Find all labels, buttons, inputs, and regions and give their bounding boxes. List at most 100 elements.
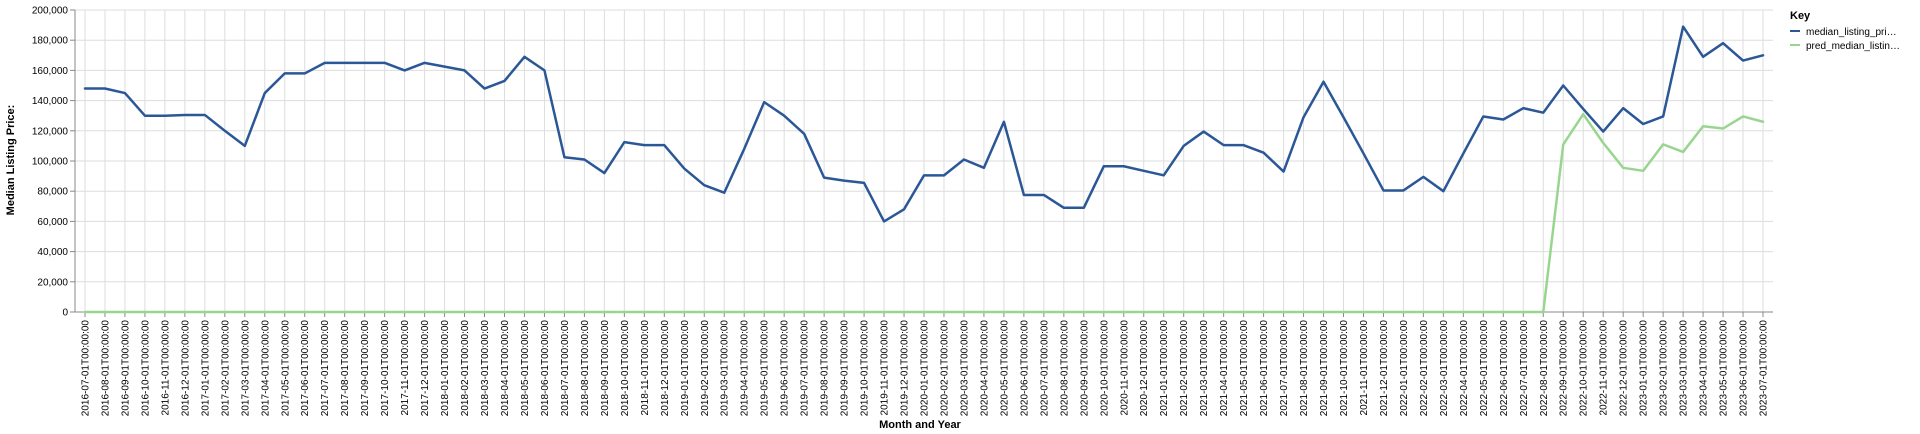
x-tick-label: 2018-06-01T00:00:00	[540, 320, 551, 417]
x-tick-label: 2021-06-01T00:00:00	[1259, 320, 1270, 417]
x-tick-label: 2021-07-01T00:00:00	[1279, 320, 1290, 417]
x-tick-label: 2021-05-01T00:00:00	[1239, 320, 1250, 417]
x-tick-label: 2021-02-01T00:00:00	[1179, 320, 1190, 417]
y-tick-label: 20,000	[37, 277, 68, 288]
x-tick-label: 2023-02-01T00:00:00	[1659, 320, 1670, 417]
x-tick-label: 2019-12-01T00:00:00	[900, 320, 911, 417]
x-tick-label: 2016-12-01T00:00:00	[180, 320, 191, 417]
x-tick-label: 2022-03-01T00:00:00	[1439, 320, 1450, 417]
x-tick-label: 2018-11-01T00:00:00	[640, 320, 651, 416]
x-tick-label: 2020-01-01T00:00:00	[920, 320, 931, 417]
axes: 0 20,000 40,000 60,000 80,000 100,000 120,000 1…	[32, 6, 1773, 417]
x-tick-label: 2021-08-01T00:00:00	[1299, 320, 1310, 417]
x-tick-label: 2019-11-01T00:00:00	[880, 320, 891, 416]
x-tick-label: 2019-07-01T00:00:00	[800, 320, 811, 417]
series-lines	[83, 25, 1765, 314]
x-tick-label: 2017-09-01T00:00:00	[360, 320, 371, 417]
x-tick-label: 2017-01-01T00:00:00	[200, 320, 211, 417]
x-tick-label: 2017-10-01T00:00:00	[380, 320, 391, 417]
x-tick-label: 2023-04-01T00:00:00	[1699, 320, 1710, 417]
x-tick-label: 2019-06-01T00:00:00	[780, 320, 791, 417]
x-tick-label: 2022-09-01T00:00:00	[1559, 320, 1570, 417]
x-tick-label: 2018-01-01T00:00:00	[440, 320, 451, 417]
y-tick-label: 100,000	[32, 157, 69, 168]
x-tick-label: 2016-10-01T00:00:00	[140, 320, 151, 417]
x-tick-label: 2016-08-01T00:00:00	[100, 320, 111, 417]
x-tick-label: 2022-11-01T00:00:00	[1599, 320, 1610, 416]
x-tick-label: 2018-07-01T00:00:00	[560, 320, 571, 417]
x-tick-label: 2020-11-01T00:00:00	[1119, 320, 1130, 416]
x-tick-label: 2023-05-01T00:00:00	[1719, 320, 1730, 417]
y-tick-label: 0	[62, 308, 68, 319]
x-tick-label: 2020-06-01T00:00:00	[1019, 320, 1030, 417]
x-tick-label: 2023-06-01T00:00:00	[1739, 320, 1750, 417]
x-tick-label: 2017-03-01T00:00:00	[240, 320, 251, 417]
x-tick-label: 2020-03-01T00:00:00	[959, 320, 970, 417]
x-tick-label: 2020-07-01T00:00:00	[1039, 320, 1050, 417]
x-tick-label: 2018-05-01T00:00:00	[520, 320, 531, 417]
x-tick-label: 2020-10-01T00:00:00	[1099, 320, 1110, 417]
x-tick-label: 2019-08-01T00:00:00	[820, 320, 831, 417]
legend-title: Key	[1790, 10, 1811, 22]
x-tick-label: 2019-04-01T00:00:00	[740, 320, 751, 417]
x-tick-label: 2018-09-01T00:00:00	[600, 320, 611, 417]
x-tick-label: 2017-07-01T00:00:00	[320, 320, 331, 417]
x-tick-label: 2019-05-01T00:00:00	[760, 320, 771, 417]
x-tick-label: 2022-12-01T00:00:00	[1619, 320, 1630, 417]
series-line-pred-median-listing-price	[83, 112, 1765, 314]
x-tick-label: 2017-08-01T00:00:00	[340, 320, 351, 417]
x-tick-label: 2018-02-01T00:00:00	[460, 320, 471, 417]
x-tick-label: 2020-05-01T00:00:00	[999, 320, 1010, 417]
x-tick-label: 2017-12-01T00:00:00	[420, 320, 431, 417]
x-tick-label: 2021-12-01T00:00:00	[1379, 320, 1390, 417]
series-line-median-listing-price	[83, 25, 1765, 223]
x-tick-label: 2020-08-01T00:00:00	[1059, 320, 1070, 417]
x-tick-label: 2021-01-01T00:00:00	[1159, 320, 1170, 417]
x-tick-label: 2019-02-01T00:00:00	[700, 320, 711, 417]
x-tick-label: 2020-02-01T00:00:00	[939, 320, 950, 417]
x-tick-label: 2017-06-01T00:00:00	[300, 320, 311, 417]
x-tick-label: 2018-08-01T00:00:00	[580, 320, 591, 417]
x-tick-label: 2023-03-01T00:00:00	[1679, 320, 1690, 417]
x-tick-label: 2018-04-01T00:00:00	[500, 320, 511, 417]
x-tick-label: 2021-11-01T00:00:00	[1359, 320, 1370, 416]
x-tick-label: 2022-06-01T00:00:00	[1499, 320, 1510, 417]
x-tick-label: 2019-01-01T00:00:00	[680, 320, 691, 417]
x-tick-label: 2018-12-01T00:00:00	[660, 320, 671, 417]
legend-label-median: median_listing_pri…	[1806, 27, 1897, 38]
x-tick-label: 2019-03-01T00:00:00	[720, 320, 731, 417]
x-tick-label: 2022-08-01T00:00:00	[1539, 320, 1550, 417]
x-tick-label: 2021-10-01T00:00:00	[1339, 320, 1350, 417]
gridlines	[75, 9, 1773, 313]
legend-label-pred: pred_median_listin…	[1806, 41, 1900, 52]
x-tick-label: 2021-04-01T00:00:00	[1219, 320, 1230, 417]
x-tick-label: 2022-05-01T00:00:00	[1479, 320, 1490, 417]
y-tick-label: 40,000	[37, 247, 68, 258]
y-tick-label: 140,000	[32, 96, 69, 107]
x-tick-label: 2022-01-01T00:00:00	[1399, 320, 1410, 417]
x-tick-label: 2021-03-01T00:00:00	[1199, 320, 1210, 417]
x-tick-label: 2022-10-01T00:00:00	[1579, 320, 1590, 417]
x-tick-label: 2022-07-01T00:00:00	[1519, 320, 1530, 417]
x-tick-label: 2016-11-01T00:00:00	[160, 320, 171, 416]
x-tick-label: 2019-09-01T00:00:00	[840, 320, 851, 417]
x-tick-label: 2017-05-01T00:00:00	[280, 320, 291, 417]
x-tick-label: 2018-03-01T00:00:00	[480, 320, 491, 417]
x-tick-label: 2020-12-01T00:00:00	[1139, 320, 1150, 417]
x-tick-label: 2017-11-01T00:00:00	[400, 320, 411, 416]
x-tick-label: 2016-09-01T00:00:00	[120, 320, 131, 417]
y-tick-label: 80,000	[37, 187, 68, 198]
x-tick-label: 2017-04-01T00:00:00	[260, 320, 271, 417]
y-tick-label: 200,000	[32, 6, 69, 17]
x-tick-label: 2022-02-01T00:00:00	[1419, 320, 1430, 417]
x-tick-label: 2022-04-01T00:00:00	[1459, 320, 1470, 417]
x-tick-label: 2019-10-01T00:00:00	[860, 320, 871, 417]
y-tick-label: 120,000	[32, 126, 69, 137]
x-tick-label: 2020-04-01T00:00:00	[979, 320, 990, 417]
x-tick-label: 2021-09-01T00:00:00	[1319, 320, 1330, 417]
x-tick-label: 2023-07-01T00:00:00	[1759, 320, 1770, 417]
x-tick-label: 2020-09-01T00:00:00	[1079, 320, 1090, 417]
x-tick-label: 2023-01-01T00:00:00	[1639, 320, 1650, 417]
y-tick-label: 180,000	[32, 36, 69, 47]
